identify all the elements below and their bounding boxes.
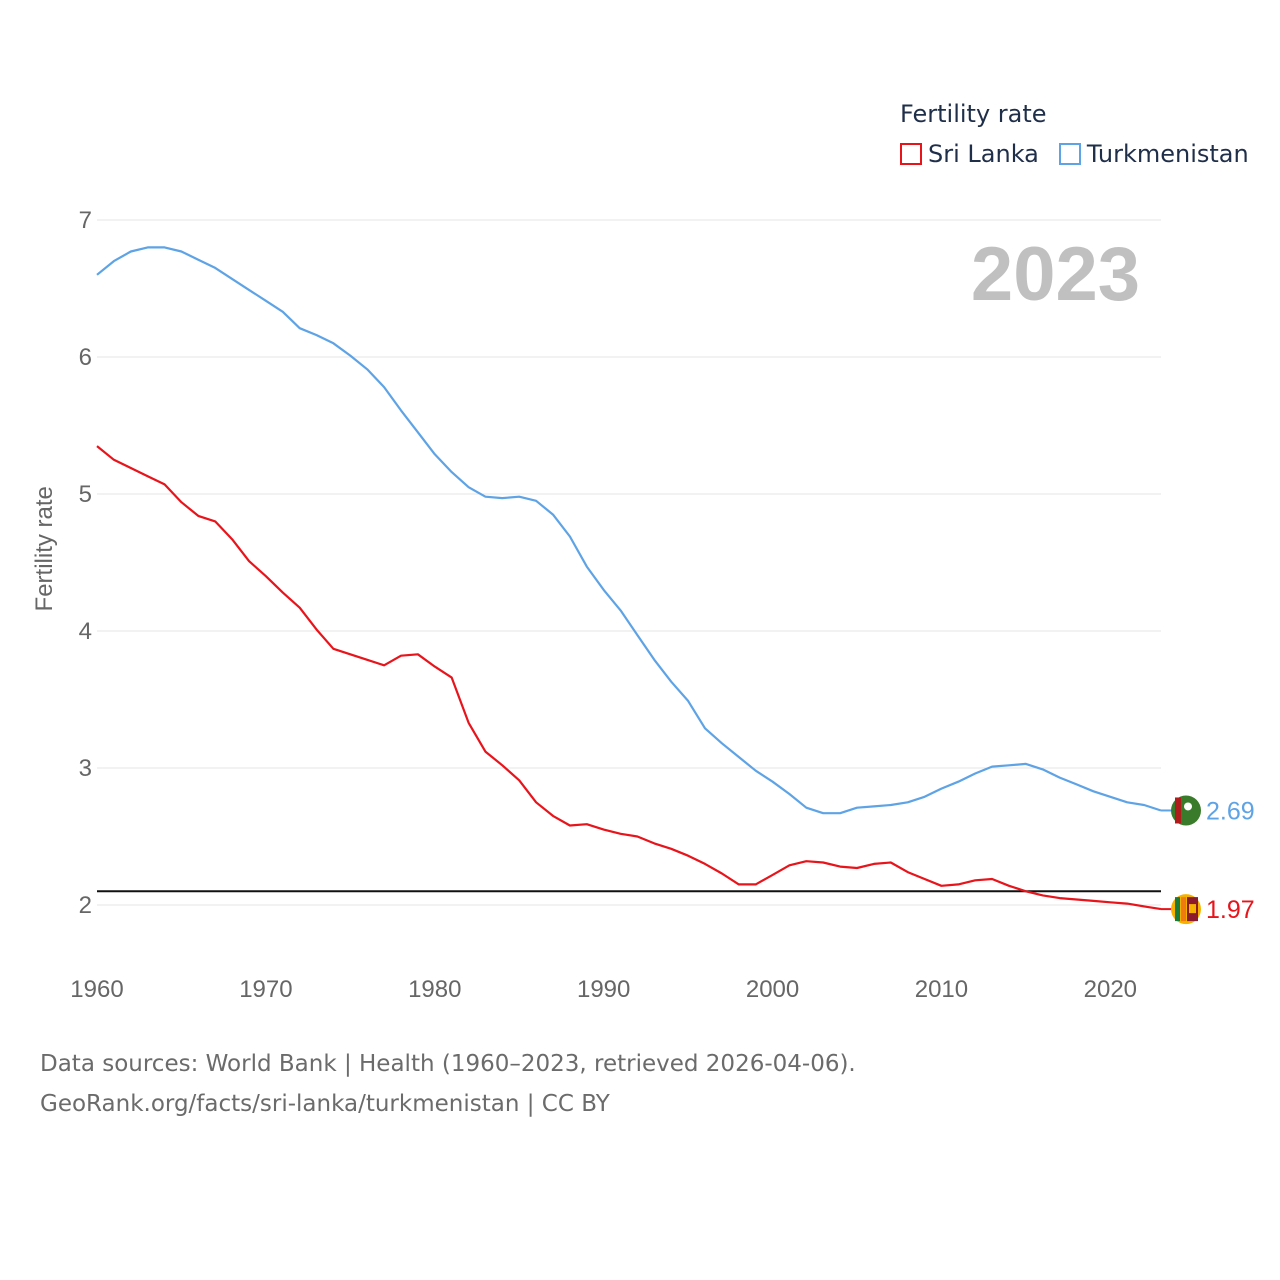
x-tick-label: 2020	[1084, 976, 1137, 1003]
x-tick-label: 2010	[915, 976, 968, 1003]
y-tick-label: 6	[79, 344, 92, 371]
y-axis-title: Fertility rate	[31, 486, 58, 611]
y-tick-label: 2	[79, 892, 92, 919]
y-tick-label: 5	[79, 481, 92, 508]
sri-lanka-flag-orange-band	[1181, 897, 1186, 922]
legend-title: Fertility rate	[900, 100, 1047, 128]
end-value-label-sri-lanka: 1.97	[1206, 896, 1255, 924]
x-tick-label: 1990	[577, 976, 630, 1003]
y-tick-label: 3	[79, 755, 92, 782]
footer: Data sources: World Bank | Health (1960–…	[40, 1044, 856, 1124]
turkmenistan-flag-crescent	[1184, 802, 1192, 811]
series-line-sri-lanka[interactable]	[96, 445, 1162, 911]
sri-lanka-flag-green-band	[1175, 897, 1180, 922]
legend-swatch-sri-lanka	[900, 143, 922, 165]
sri-lanka-flag-lion	[1189, 904, 1196, 914]
x-tick-label: 1960	[70, 976, 123, 1003]
legend-item-turkmenistan[interactable]: Turkmenistan	[1058, 140, 1249, 168]
turkmenistan-flag-stripe	[1175, 797, 1181, 824]
legend-label-turkmenistan: Turkmenistan	[1086, 140, 1249, 168]
y-tick-label: 4	[79, 618, 92, 645]
legend: Fertility rate Sri Lanka Turkmenistan	[900, 100, 1249, 168]
x-tick-label: 1980	[408, 976, 461, 1003]
data-sources-note: Data sources: World Bank | Health (1960–…	[40, 1051, 856, 1077]
legend-swatch-turkmenistan	[1058, 143, 1081, 165]
y-tick-label: 7	[79, 207, 92, 234]
end-value-label-turkmenistan: 2.69	[1206, 797, 1255, 825]
legend-item-sri-lanka[interactable]: Sri Lanka	[900, 140, 1039, 168]
year-label: 2023	[971, 232, 1140, 317]
series-line-turkmenistan[interactable]	[96, 246, 1162, 815]
x-tick-label: 2000	[746, 976, 799, 1003]
legend-label-sri-lanka: Sri Lanka	[928, 140, 1039, 168]
credit-link[interactable]: GeoRank.org/facts/sri-lanka/turkmenistan…	[40, 1091, 610, 1117]
x-tick-label: 1970	[239, 976, 292, 1003]
